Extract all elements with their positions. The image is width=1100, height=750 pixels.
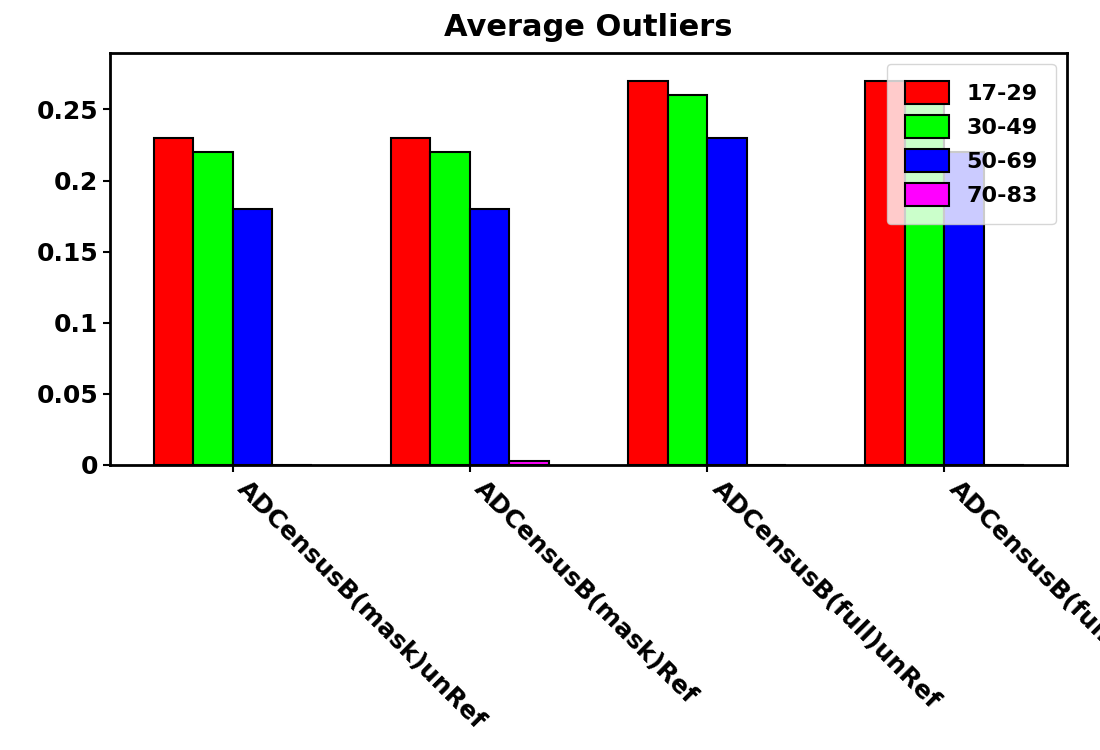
Bar [192,152,232,465]
Bar [430,152,470,465]
Bar [154,138,192,465]
Title: Average Outliers: Average Outliers [444,13,733,42]
Legend: 17-29, 30-49, 50-69, 70-83: 17-29, 30-49, 50-69, 70-83 [887,64,1056,224]
Bar [390,138,430,465]
Bar [905,95,945,465]
Bar [945,152,984,465]
Bar [707,138,747,465]
Bar [668,95,707,465]
Bar [232,209,272,465]
Bar [628,81,668,465]
Bar [866,81,905,465]
Bar [470,209,509,465]
Bar [509,460,549,465]
